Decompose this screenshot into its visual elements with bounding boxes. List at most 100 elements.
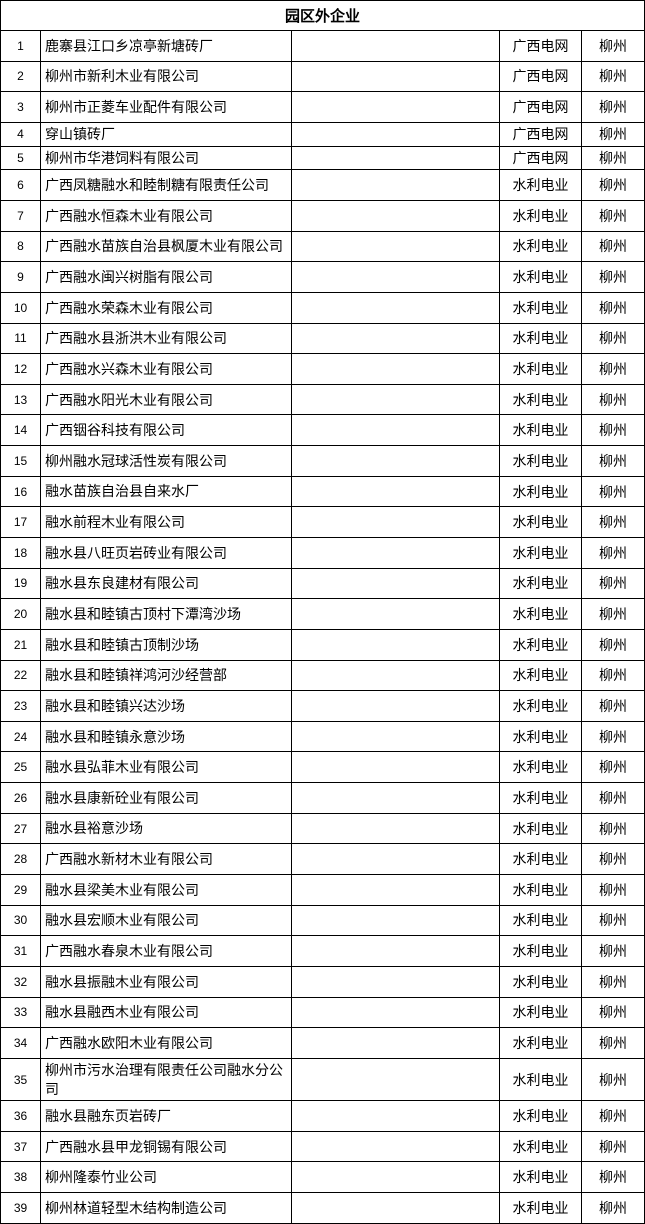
city-cell: 柳州	[580, 1130, 645, 1163]
empty-cell	[291, 230, 500, 263]
table-row: 23 融水县和睦镇兴达沙场 水利电业 柳州	[0, 690, 645, 722]
empty-cell	[291, 60, 500, 93]
table-row: 16 融水苗族自治县自来水厂 水利电业 柳州	[0, 475, 645, 508]
empty-cell	[291, 414, 500, 447]
empty-cell	[291, 812, 500, 845]
row-number: 23	[0, 690, 41, 722]
table-row: 35 柳州市污水治理有限责任公司融水分公司 水利电业 柳州	[0, 1057, 645, 1102]
table-row: 32 融水县振融木业有限公司 水利电业 柳州	[0, 965, 645, 998]
table-row: 1 鹿寨县江口乡凉亭新塘砖厂 广西电网 柳州	[0, 30, 645, 62]
empty-cell	[291, 536, 500, 569]
city-cell: 柳州	[580, 291, 645, 324]
power-supplier-cell: 水利电业	[499, 353, 582, 385]
power-supplier-cell: 水利电业	[499, 1100, 582, 1132]
city-cell: 柳州	[580, 322, 645, 355]
row-number: 20	[0, 598, 41, 630]
city-cell: 柳州	[580, 904, 645, 937]
row-number: 14	[0, 414, 41, 447]
row-number: 38	[0, 1161, 41, 1194]
row-number: 18	[0, 536, 41, 569]
row-number: 22	[0, 659, 41, 692]
company-name-cell: 广西融水兴森木业有限公司	[40, 353, 292, 385]
company-name-cell: 融水县宏顺木业有限公司	[40, 904, 292, 937]
table-row: 30 融水县宏顺木业有限公司 水利电业 柳州	[0, 904, 645, 937]
empty-cell	[291, 567, 500, 600]
row-number: 17	[0, 506, 41, 538]
company-name-cell: 柳州融水冠球活性炭有限公司	[40, 445, 292, 477]
table-row: 7 广西融水恒森木业有限公司 水利电业 柳州	[0, 199, 645, 232]
table-row: 9 广西融水闽兴树脂有限公司 水利电业 柳州	[0, 261, 645, 293]
table-row: 34 广西融水欧阳木业有限公司 水利电业 柳州	[0, 1027, 645, 1059]
table-row: 22 融水县和睦镇祥鸿河沙经营部 水利电业 柳州	[0, 659, 645, 692]
company-name-cell: 鹿寨县江口乡凉亭新塘砖厂	[40, 30, 292, 62]
row-number: 34	[0, 1027, 41, 1059]
table-row: 5 柳州市华港饲料有限公司 广西电网 柳州	[0, 145, 645, 171]
row-number: 26	[0, 782, 41, 814]
row-number: 13	[0, 383, 41, 416]
power-supplier-cell: 水利电业	[499, 996, 582, 1029]
city-cell: 柳州	[580, 30, 645, 62]
empty-cell	[291, 1192, 500, 1224]
table-row: 27 融水县裕意沙场 水利电业 柳州	[0, 812, 645, 845]
empty-cell	[291, 322, 500, 355]
company-name-cell: 广西融水闽兴树脂有限公司	[40, 261, 292, 293]
city-cell: 柳州	[580, 782, 645, 814]
empty-cell	[291, 353, 500, 385]
empty-cell	[291, 690, 500, 722]
city-cell: 柳州	[580, 414, 645, 447]
empty-cell	[291, 91, 500, 123]
city-cell: 柳州	[580, 383, 645, 416]
table-row: 10 广西融水荣森木业有限公司 水利电业 柳州	[0, 291, 645, 324]
power-supplier-cell: 广西电网	[499, 145, 582, 171]
company-name-cell: 融水县东良建材有限公司	[40, 567, 292, 600]
row-number: 27	[0, 812, 41, 845]
empty-cell	[291, 169, 500, 201]
power-supplier-cell: 水利电业	[499, 536, 582, 569]
company-name-cell: 柳州林道轻型木结构制造公司	[40, 1192, 292, 1224]
row-number: 21	[0, 628, 41, 661]
empty-cell	[291, 1161, 500, 1194]
empty-cell	[291, 996, 500, 1029]
city-cell: 柳州	[580, 145, 645, 171]
power-supplier-cell: 水利电业	[499, 628, 582, 661]
table-row: 26 融水县康新砼业有限公司 水利电业 柳州	[0, 782, 645, 814]
power-supplier-cell: 水利电业	[499, 291, 582, 324]
city-cell: 柳州	[580, 1100, 645, 1132]
row-number: 8	[0, 230, 41, 263]
row-number: 30	[0, 904, 41, 937]
company-name-cell: 融水县八旺页岩砖业有限公司	[40, 536, 292, 569]
power-supplier-cell: 水利电业	[499, 1057, 582, 1102]
empty-cell	[291, 261, 500, 293]
power-supplier-cell: 水利电业	[499, 169, 582, 201]
company-name-cell: 融水县和睦镇古顶村下潭湾沙场	[40, 598, 292, 630]
power-supplier-cell: 水利电业	[499, 322, 582, 355]
company-name-cell: 融水县弘菲木业有限公司	[40, 751, 292, 784]
company-name-cell: 广西融水苗族自治县枫厦木业有限公司	[40, 230, 292, 263]
company-name-cell: 柳州市污水治理有限责任公司融水分公司	[40, 1057, 292, 1102]
row-number: 31	[0, 935, 41, 967]
company-name-cell: 融水县和睦镇祥鸿河沙经营部	[40, 659, 292, 692]
company-name-cell: 融水县和睦镇古顶制沙场	[40, 628, 292, 661]
company-name-cell: 融水县融西木业有限公司	[40, 996, 292, 1029]
company-name-cell: 融水县振融木业有限公司	[40, 965, 292, 998]
city-cell: 柳州	[580, 874, 645, 906]
row-number: 12	[0, 353, 41, 385]
power-supplier-cell: 水利电业	[499, 475, 582, 508]
row-number: 6	[0, 169, 41, 201]
city-cell: 柳州	[580, 812, 645, 845]
row-number: 36	[0, 1100, 41, 1132]
power-supplier-cell: 水利电业	[499, 935, 582, 967]
empty-cell	[291, 199, 500, 232]
table-row: 18 融水县八旺页岩砖业有限公司 水利电业 柳州	[0, 536, 645, 569]
city-cell: 柳州	[580, 230, 645, 263]
company-name-cell: 柳州市华港饲料有限公司	[40, 145, 292, 171]
power-supplier-cell: 水利电业	[499, 965, 582, 998]
company-name-cell: 广西铟谷科技有限公司	[40, 414, 292, 447]
table-row: 19 融水县东良建材有限公司 水利电业 柳州	[0, 567, 645, 600]
table-row: 39 柳州林道轻型木结构制造公司 水利电业 柳州	[0, 1192, 645, 1224]
company-name-cell: 广西融水县甲龙铜锡有限公司	[40, 1130, 292, 1163]
table-row: 13 广西融水阳光木业有限公司 水利电业 柳州	[0, 383, 645, 416]
power-supplier-cell: 水利电业	[499, 904, 582, 937]
table-body: 1 鹿寨县江口乡凉亭新塘砖厂 广西电网 柳州 2 柳州市新利木业有限公司 广西电网 柳州 3 柳州…	[0, 30, 645, 1224]
